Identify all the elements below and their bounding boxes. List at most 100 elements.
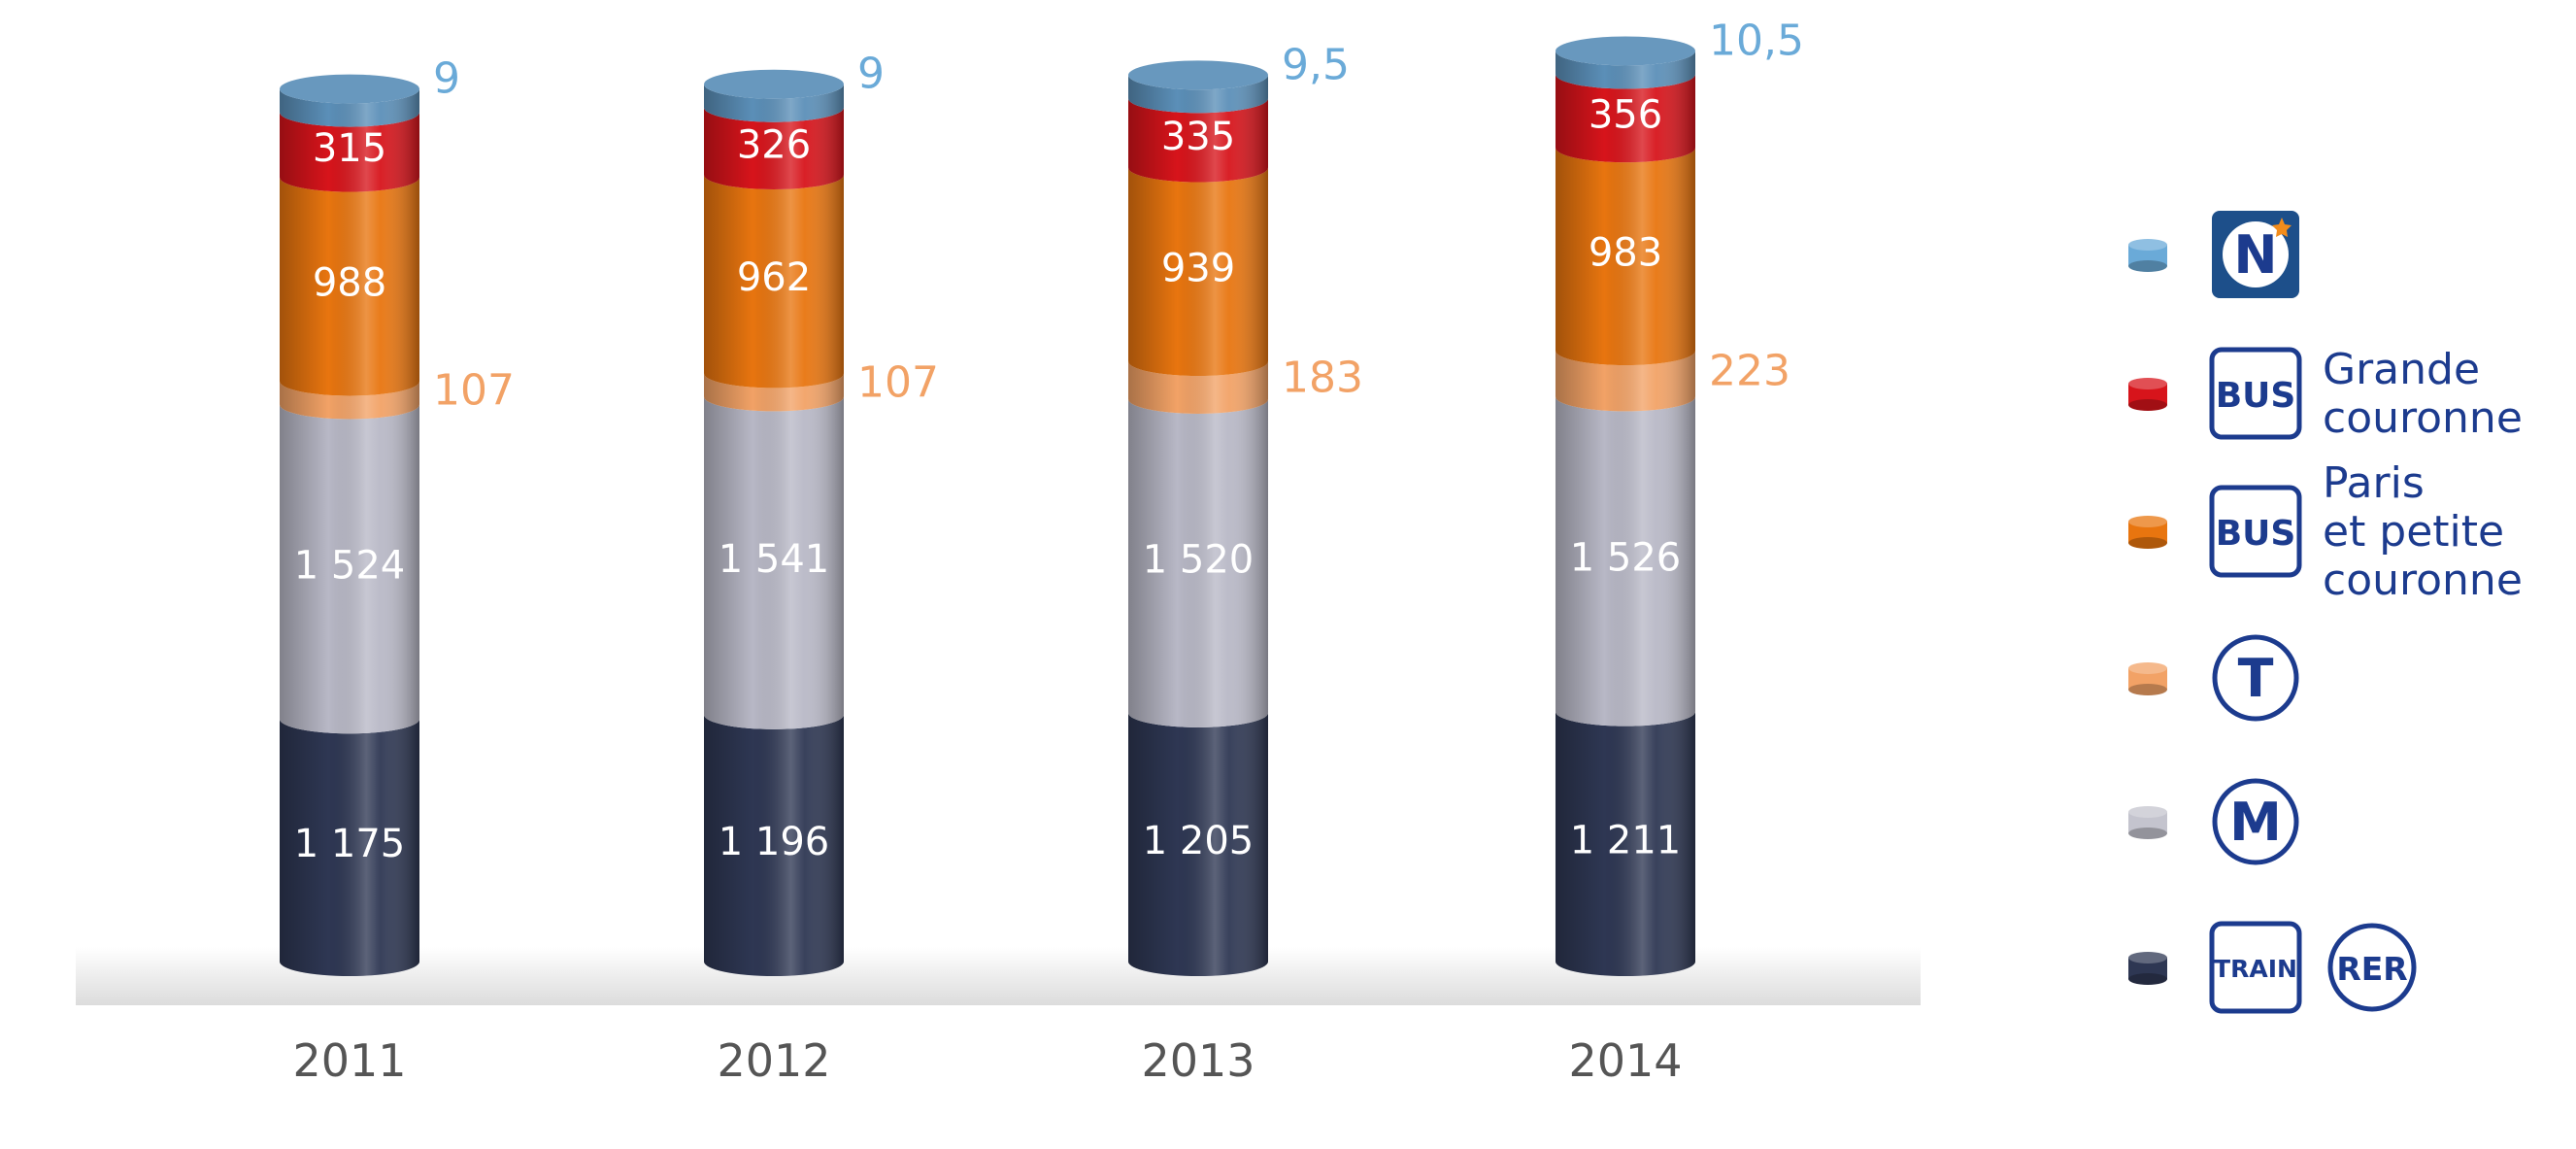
value-label-tram-2012: 107	[857, 357, 939, 407]
legend-text-line: et petite	[2323, 507, 2504, 557]
bar-top-cap	[1128, 60, 1268, 90]
segment-noctilien-2013: 9,5	[1128, 40, 1350, 114]
legend-swatch	[2128, 378, 2167, 411]
value-label-train_rer-2012: 1 196	[719, 820, 830, 864]
segment-bus_paris-2014: 983	[1556, 148, 1695, 365]
badge-text: M	[2229, 792, 2282, 853]
legend-item-4: T	[2128, 634, 2299, 722]
bar-top-cap	[1556, 36, 1695, 66]
segment-shading	[280, 177, 419, 396]
legend-item-1: N	[2128, 211, 2299, 298]
segment-shading	[704, 107, 844, 189]
train-badge-text: TRAIN	[2214, 955, 2297, 983]
segment-tram-2013: 183	[1128, 353, 1363, 414]
legend-swatch	[2128, 662, 2167, 695]
segment-tram-2012: 107	[704, 357, 939, 412]
segment-bus_grande-2013: 335	[1128, 98, 1268, 183]
legend-text-line: couronne	[2323, 556, 2523, 605]
segment-shading	[1556, 148, 1695, 365]
value-label-train_rer-2014: 1 211	[1570, 818, 1682, 862]
legend-swatch	[2128, 806, 2167, 839]
year-label-2014: 2014	[1568, 1034, 1682, 1087]
segment-shading	[1556, 351, 1695, 412]
segment-shading	[280, 404, 419, 734]
segment-bus_paris-2011: 988	[280, 177, 419, 396]
segment-bus_grande-2011: 315	[280, 112, 419, 192]
value-label-bus_paris-2014: 983	[1589, 231, 1662, 276]
value-label-tram-2011: 107	[433, 365, 515, 415]
legend-swatch	[2128, 239, 2167, 272]
segment-noctilien-2011: 9	[280, 54, 460, 127]
segment-shading	[1128, 75, 1268, 114]
segment-shading	[1556, 51, 1695, 89]
value-label-bus_grande-2011: 315	[313, 126, 386, 171]
legend-item-5: M	[2128, 778, 2299, 865]
segment-bus_grande-2012: 326	[704, 107, 844, 189]
legend-text-line: Grande	[2323, 345, 2480, 394]
segment-shading	[704, 714, 844, 976]
legend-text-line: Paris	[2323, 458, 2425, 508]
segment-shading	[280, 88, 419, 127]
bar-top-cap	[280, 74, 419, 104]
segment-tram-2011: 107	[280, 365, 515, 420]
value-label-tram-2014: 223	[1709, 347, 1790, 396]
segment-shading	[704, 396, 844, 729]
bus-icon: BUS	[2209, 347, 2302, 440]
value-label-bus_paris-2011: 988	[313, 260, 386, 305]
year-labels: 2011 2012 2013 2014	[292, 1034, 1682, 1087]
segment-shading	[704, 373, 844, 412]
year-label-2012: 2012	[717, 1034, 830, 1087]
segment-shading	[280, 719, 419, 976]
value-label-train_rer-2013: 1 205	[1143, 819, 1255, 863]
segment-shading	[1128, 98, 1268, 183]
value-label-tram-2013: 183	[1282, 353, 1363, 402]
segment-shading	[704, 174, 844, 389]
segment-shading	[280, 112, 419, 192]
segment-noctilien-2014: 10,5	[1556, 16, 1804, 89]
segment-metro-2012: 1 541	[704, 396, 844, 729]
segment-train_rer-2012: 1 196	[704, 714, 844, 976]
segment-bus_grande-2014: 356	[1556, 74, 1695, 163]
segment-bus_paris-2013: 939	[1128, 167, 1268, 377]
legend-swatch	[2128, 516, 2167, 549]
value-label-bus_grande-2013: 335	[1161, 115, 1235, 159]
segment-noctilien-2012: 9	[704, 50, 885, 122]
tram-t-icon: T	[2212, 634, 2299, 722]
value-label-metro-2014: 1 526	[1570, 536, 1682, 581]
bar-top-cap	[704, 69, 844, 99]
year-label-2011: 2011	[292, 1034, 406, 1087]
rer-badge-text: RER	[2336, 950, 2407, 988]
bus-icon: BUS	[2209, 485, 2302, 578]
segment-shading	[1556, 711, 1695, 976]
metro-m-icon: M	[2212, 778, 2299, 865]
bars-group: 1 175 1 524 107 988 315 9 1 196 1 541 107 962 326 9…	[280, 16, 1804, 976]
segment-shading	[1556, 396, 1695, 727]
segment-bus_paris-2012: 962	[704, 174, 844, 389]
noctilien-n-icon: N	[2212, 211, 2299, 298]
svg-text:N: N	[2233, 224, 2277, 286]
bar-2011: 1 175 1 524 107 988 315 9	[280, 54, 515, 976]
segment-metro-2011: 1 524	[280, 404, 419, 734]
value-label-noctilien-2011: 9	[433, 54, 460, 104]
segment-train_rer-2013: 1 205	[1128, 712, 1268, 976]
value-label-bus_grande-2014: 356	[1589, 92, 1662, 137]
value-label-noctilien-2013: 9,5	[1282, 40, 1350, 89]
bus-badge-text: BUS	[2216, 376, 2296, 416]
value-label-metro-2013: 1 520	[1143, 537, 1255, 582]
bar-2012: 1 196 1 541 107 962 326 9	[704, 50, 939, 976]
value-label-bus_paris-2012: 962	[737, 255, 811, 300]
segment-shading	[280, 381, 419, 420]
segment-shading	[1128, 361, 1268, 414]
segment-train_rer-2014: 1 211	[1556, 711, 1695, 976]
value-label-noctilien-2012: 9	[857, 50, 885, 99]
segment-train_rer-2011: 1 175	[280, 719, 419, 976]
segment-shading	[1128, 167, 1268, 377]
segment-shading	[1128, 398, 1268, 727]
legend-swatch	[2128, 952, 2167, 985]
value-label-train_rer-2011: 1 175	[294, 822, 406, 866]
value-label-metro-2012: 1 541	[719, 537, 830, 582]
